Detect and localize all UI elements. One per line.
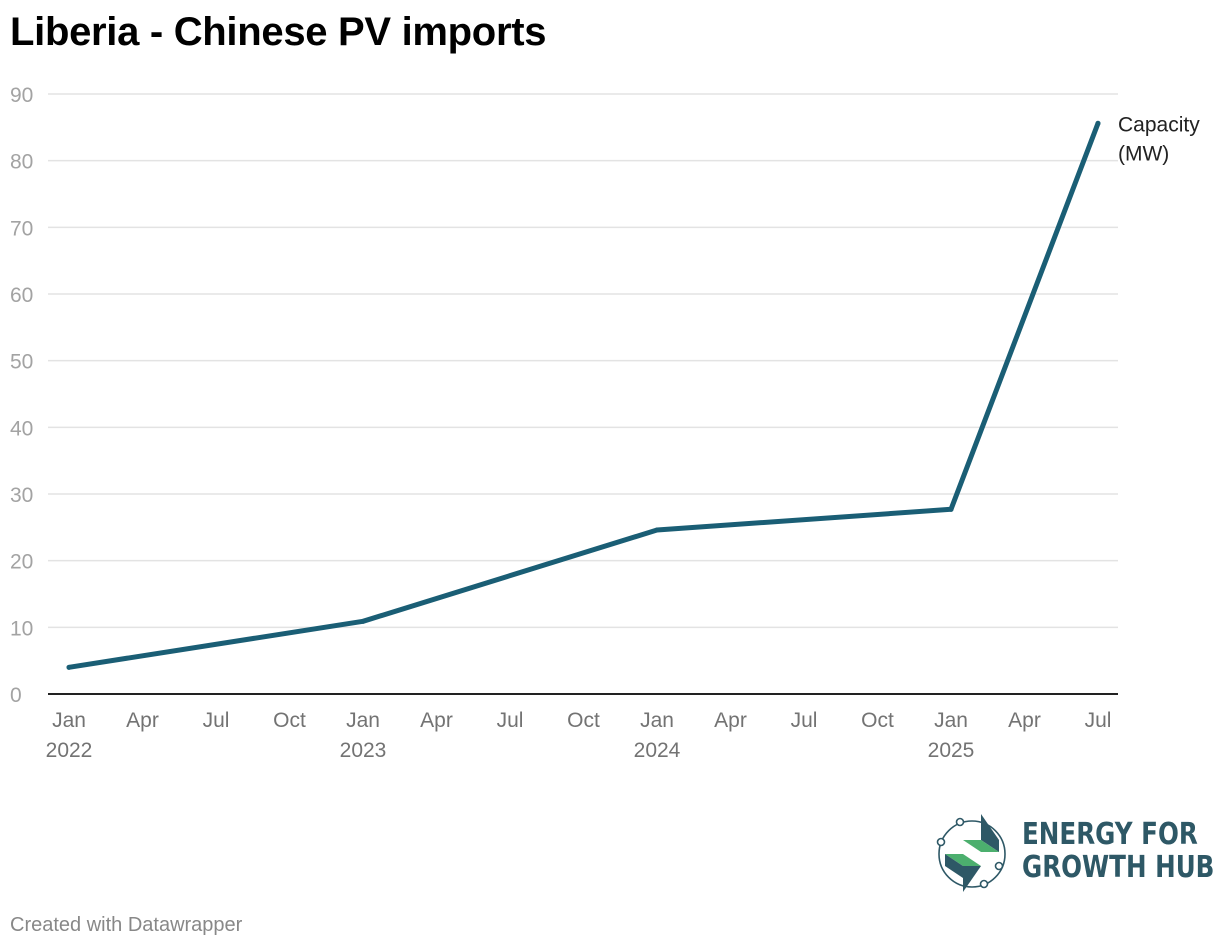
x-tick-month-label: Jul bbox=[203, 709, 230, 732]
x-tick-month-label: Oct bbox=[861, 709, 894, 732]
x-tick-month-label: Apr bbox=[126, 709, 159, 732]
y-tick-label: 70 bbox=[10, 217, 33, 240]
x-tick-year-label: 2023 bbox=[340, 739, 387, 762]
data-point bbox=[66, 664, 72, 670]
y-tick-label: 10 bbox=[10, 617, 33, 640]
energy-for-growth-hub-logo: ENERGY FOR GROWTH HUB bbox=[935, 812, 1214, 897]
x-tick-month-label: Apr bbox=[420, 709, 453, 732]
x-tick-month-label: Jan bbox=[346, 709, 380, 732]
y-tick-label: 40 bbox=[10, 417, 33, 440]
x-tick-month-label: Jul bbox=[1085, 709, 1112, 732]
series-label: (MW) bbox=[1118, 142, 1169, 165]
data-point bbox=[654, 527, 660, 533]
y-axis-ticks: 0 10 20 30 40 50 60 70 80 90 bbox=[10, 84, 33, 707]
y-tick-label: 0 bbox=[10, 684, 22, 707]
y-tick-label: 20 bbox=[10, 551, 33, 574]
chart-title: Liberia - Chinese PV imports bbox=[10, 10, 547, 54]
x-tick-month-label: Apr bbox=[1008, 709, 1041, 732]
x-tick-month-label: Jul bbox=[791, 709, 818, 732]
x-tick-month-label: Jan bbox=[52, 709, 86, 732]
logo-line-1: ENERGY FOR bbox=[1022, 817, 1198, 852]
series-label: Capacity bbox=[1118, 113, 1200, 136]
y-tick-label: 50 bbox=[10, 351, 33, 374]
x-tick-month-label: Jan bbox=[640, 709, 674, 732]
y-tick-label: 80 bbox=[10, 151, 33, 174]
logo-line-2: GROWTH HUB bbox=[1022, 850, 1215, 885]
x-tick-year-label: 2024 bbox=[634, 739, 681, 762]
datawrapper-credit: Created with Datawrapper bbox=[10, 914, 243, 936]
y-tick-label: 30 bbox=[10, 484, 33, 507]
x-tick-month-label: Oct bbox=[567, 709, 600, 732]
y-tick-label: 60 bbox=[10, 284, 33, 307]
data-point bbox=[360, 618, 366, 624]
x-tick-month-label: Jul bbox=[497, 709, 524, 732]
energy-for-growth-hub-logo-icon bbox=[936, 814, 1006, 892]
series: Capacity (MW) bbox=[66, 113, 1200, 670]
x-tick-month-label: Oct bbox=[273, 709, 306, 732]
gridlines bbox=[48, 93, 1118, 629]
x-tick-year-label: 2022 bbox=[46, 739, 93, 762]
logo-wordmark: ENERGY FOR GROWTH HUB bbox=[1022, 818, 1214, 884]
line-chart: 0 10 20 30 40 50 60 70 80 90 Jan 2022 Apr Jul Oct Jan 2… bbox=[10, 84, 1200, 762]
data-point bbox=[1095, 120, 1101, 126]
y-tick-label: 90 bbox=[10, 84, 33, 107]
series-line-capacity bbox=[66, 120, 1101, 670]
x-tick-year-label: 2025 bbox=[928, 739, 975, 762]
x-tick-month-label: Apr bbox=[714, 709, 747, 732]
x-axis-ticks: Jan 2022 Apr Jul Oct Jan 2023 Apr Jul Oct Jan 2024 A… bbox=[46, 709, 1112, 762]
x-tick-month-label: Jan bbox=[934, 709, 968, 732]
data-point bbox=[948, 506, 954, 512]
